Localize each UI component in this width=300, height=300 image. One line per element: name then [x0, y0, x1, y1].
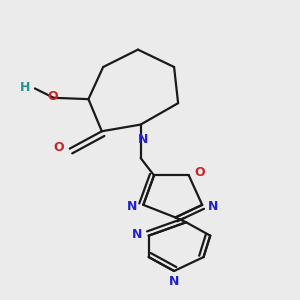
Text: N: N — [131, 228, 142, 241]
Text: O: O — [47, 90, 58, 103]
Text: H: H — [20, 81, 31, 94]
Text: N: N — [127, 200, 137, 213]
Text: O: O — [195, 166, 206, 179]
Text: N: N — [208, 200, 219, 213]
Text: N: N — [138, 133, 148, 146]
Text: N: N — [169, 275, 179, 288]
Text: O: O — [54, 141, 64, 154]
